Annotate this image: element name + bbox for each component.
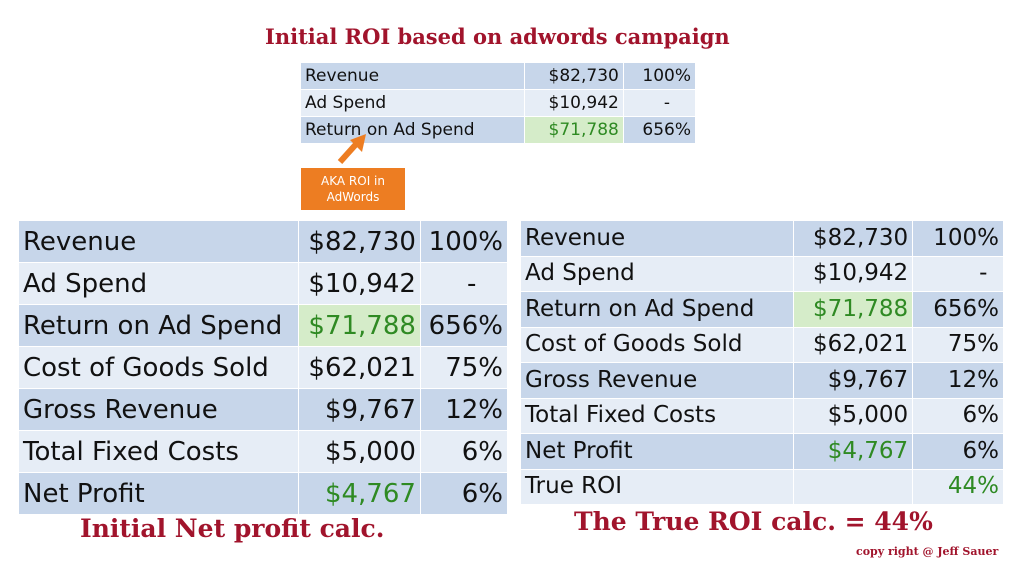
table-row: Net Profit $4,767 6%	[17, 472, 509, 515]
row-percent: 100%	[622, 62, 697, 90]
row-amount: $4,767	[792, 433, 914, 470]
row-label: Net Profit	[17, 472, 300, 515]
row-percent: 75%	[419, 346, 509, 389]
row-label: Net Profit	[520, 433, 794, 470]
row-amount: $62,021	[298, 346, 421, 389]
row-amount: $82,730	[792, 220, 914, 257]
row-percent: -	[622, 89, 697, 117]
row-amount: $10,942	[298, 262, 421, 305]
table-row: Gross Revenue $9,767 12%	[17, 388, 509, 431]
arrow-icon	[337, 134, 366, 165]
row-label: Cost of Goods Sold	[17, 346, 300, 389]
table-row: Revenue $82,730 100%	[520, 220, 1004, 257]
row-percent: -	[912, 255, 1004, 292]
row-label: Ad Spend	[520, 255, 794, 292]
row-percent: 656%	[622, 116, 697, 144]
row-percent: 6%	[419, 472, 509, 515]
row-amount-highlight: $71,788	[298, 304, 421, 347]
row-label: Ad Spend	[17, 262, 300, 305]
row-amount: $5,000	[792, 397, 914, 434]
row-label: Return on Ad Spend	[17, 304, 300, 347]
row-amount: $82,730	[298, 220, 421, 263]
row-percent: 12%	[912, 362, 1004, 399]
row-amount: $9,767	[298, 388, 421, 431]
true-roi-table: Revenue $82,730 100% Ad Spend $10,942 - …	[520, 220, 1004, 505]
callout-line2: AdWords	[326, 190, 380, 204]
row-label: Cost of Goods Sold	[520, 326, 794, 363]
table-row: Total Fixed Costs $5,000 6%	[17, 430, 509, 473]
row-label: Total Fixed Costs	[17, 430, 300, 473]
table-row: Return on Ad Spend $71,788 656%	[300, 116, 697, 144]
row-percent: 44%	[912, 468, 1004, 505]
row-label: Total Fixed Costs	[520, 397, 794, 434]
table-row: Ad Spend $10,942 -	[520, 255, 1004, 292]
table-row: Gross Revenue $9,767 12%	[520, 362, 1004, 399]
row-label: Ad Spend	[300, 89, 525, 117]
table-row: Ad Spend $10,942 -	[17, 262, 509, 305]
table-row: Cost of Goods Sold $62,021 75%	[520, 326, 1004, 363]
row-amount: $62,021	[792, 326, 914, 363]
row-label: Revenue	[300, 62, 525, 90]
table-row: Return on Ad Spend $71,788 656%	[520, 291, 1004, 328]
copyright-text: copy right @ Jeff Sauer	[856, 545, 999, 558]
row-amount: $10,942	[523, 89, 624, 117]
table-row: Revenue $82,730 100%	[300, 62, 697, 90]
row-amount: $4,767	[298, 472, 421, 515]
row-amount: $9,767	[792, 362, 914, 399]
row-percent: -	[419, 262, 509, 305]
row-label: Gross Revenue	[520, 362, 794, 399]
left-caption: Initial Net profit calc.	[80, 514, 385, 543]
table-row: Total Fixed Costs $5,000 6%	[520, 397, 1004, 434]
row-label: Return on Ad Spend	[300, 116, 525, 144]
row-label: True ROI	[520, 468, 794, 505]
aka-roi-callout: AKA ROI in AdWords	[301, 168, 405, 210]
table-row: Revenue $82,730 100%	[17, 220, 509, 263]
row-percent: 656%	[419, 304, 509, 347]
row-amount-highlight: $71,788	[792, 291, 914, 328]
net-profit-table: Revenue $82,730 100% Ad Spend $10,942 - …	[17, 220, 509, 515]
table-row: True ROI 44%	[520, 468, 1004, 505]
row-percent: 6%	[912, 397, 1004, 434]
table-row: Cost of Goods Sold $62,021 75%	[17, 346, 509, 389]
table-row: Return on Ad Spend $71,788 656%	[17, 304, 509, 347]
row-percent: 12%	[419, 388, 509, 431]
row-label: Revenue	[520, 220, 794, 257]
row-label: Gross Revenue	[17, 388, 300, 431]
row-percent: 656%	[912, 291, 1004, 328]
row-amount: $5,000	[298, 430, 421, 473]
row-label: Revenue	[17, 220, 300, 263]
table-row: Net Profit $4,767 6%	[520, 433, 1004, 470]
row-percent: 75%	[912, 326, 1004, 363]
page-title: Initial ROI based on adwords campaign	[265, 24, 730, 49]
row-amount: $10,942	[792, 255, 914, 292]
callout-line1: AKA ROI in	[321, 173, 385, 188]
row-percent: 100%	[912, 220, 1004, 257]
row-percent: 100%	[419, 220, 509, 263]
row-percent: 6%	[912, 433, 1004, 470]
right-caption: The True ROI calc. = 44%	[574, 507, 933, 536]
table-row: Ad Spend $10,942 -	[300, 89, 697, 117]
row-label: Return on Ad Spend	[520, 291, 794, 328]
adwords-roi-table: Revenue $82,730 100% Ad Spend $10,942 - …	[300, 62, 697, 144]
row-amount-highlight: $71,788	[523, 116, 624, 144]
row-amount: $82,730	[523, 62, 624, 90]
row-percent: 6%	[419, 430, 509, 473]
row-amount	[792, 468, 914, 505]
